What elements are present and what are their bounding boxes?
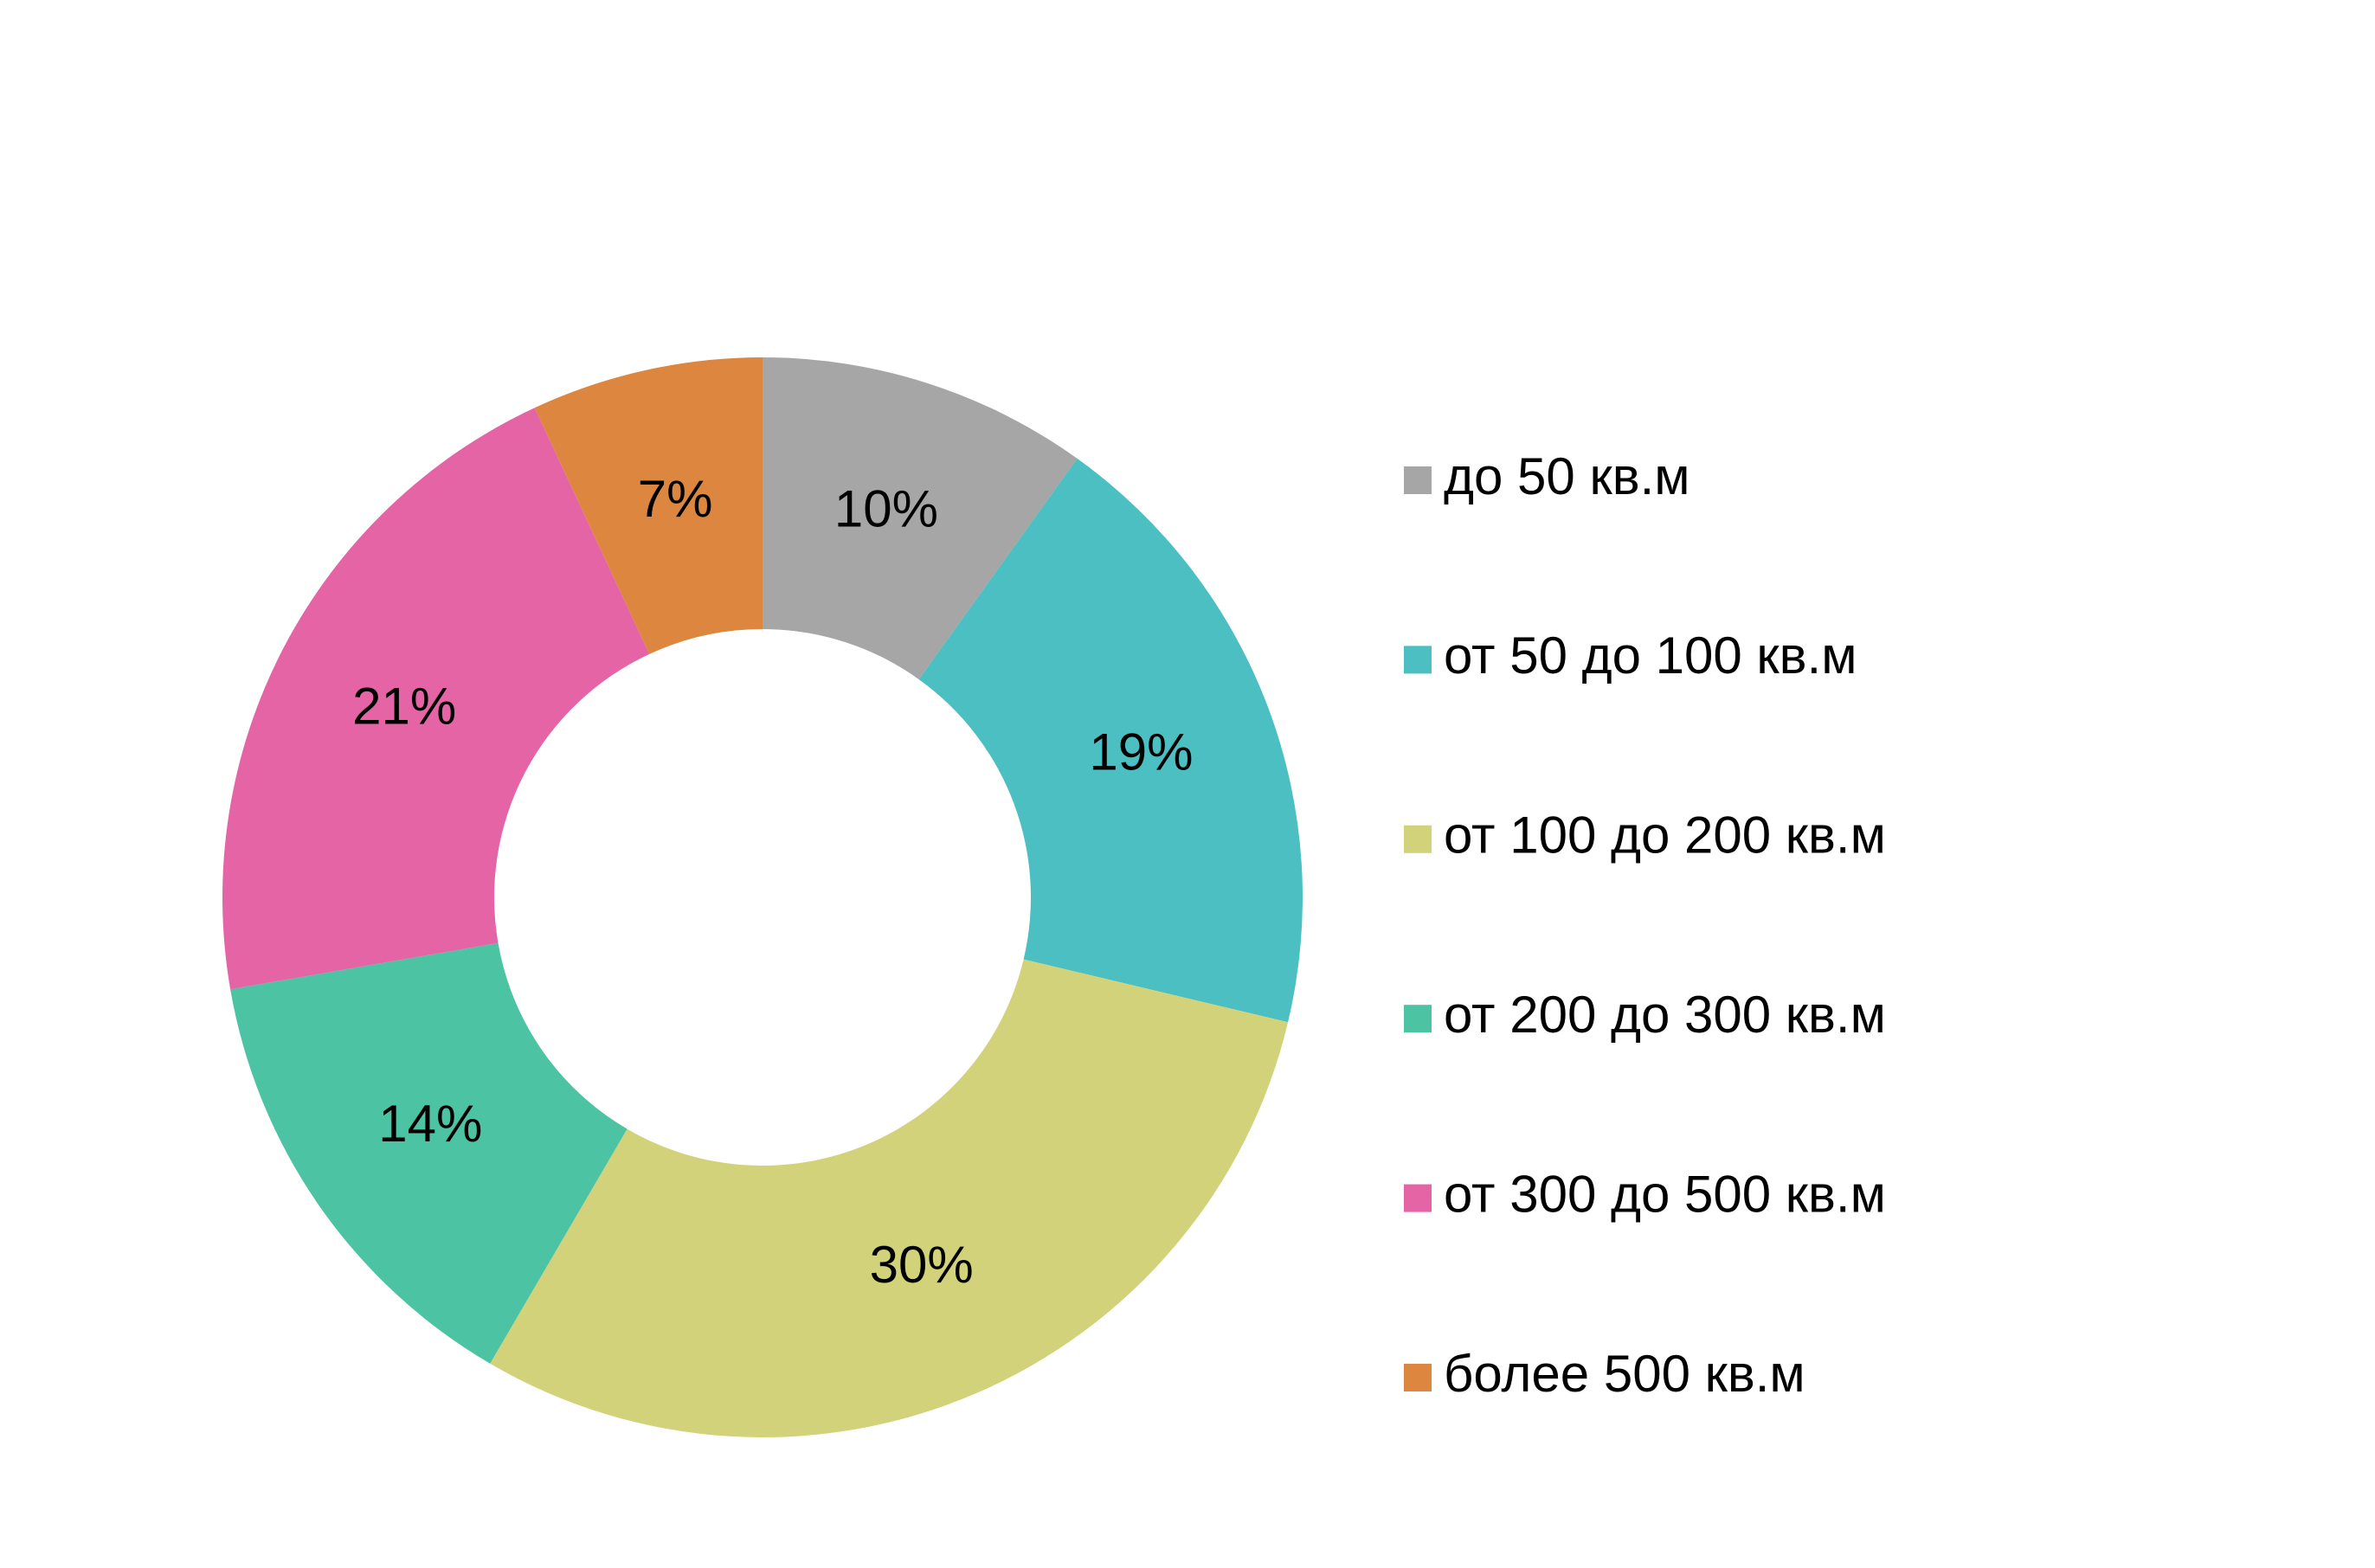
data-label: 30%	[870, 1236, 974, 1294]
data-label: 19%	[1089, 723, 1193, 781]
legend-swatch	[1404, 1184, 1432, 1212]
legend-label: от 100 до 200 кв.м	[1444, 806, 1886, 864]
donut-slice	[534, 357, 763, 654]
legend-label: от 300 до 500 кв.м	[1444, 1165, 1886, 1223]
legend-label: от 50 до 100 кв.м	[1444, 627, 1857, 684]
legend-swatch	[1404, 1005, 1432, 1033]
data-label: 21%	[352, 677, 456, 735]
legend-swatch	[1404, 646, 1432, 674]
donut-slice	[918, 458, 1303, 1023]
data-label: 7%	[638, 470, 713, 528]
legend-swatch	[1404, 1364, 1432, 1391]
donut-slice	[763, 357, 1078, 680]
legend-label: от 200 до 300 кв.м	[1444, 986, 1886, 1044]
donut-slice	[490, 959, 1289, 1437]
donut-slice	[230, 942, 628, 1364]
legend-swatch	[1404, 466, 1432, 494]
legend-swatch	[1404, 825, 1432, 853]
legend-label: более 500 кв.м	[1444, 1345, 1805, 1403]
legend-label: до 50 кв.м	[1444, 447, 1690, 505]
data-label: 10%	[834, 479, 938, 537]
donut-slice	[222, 408, 650, 990]
data-label: 14%	[378, 1095, 482, 1153]
